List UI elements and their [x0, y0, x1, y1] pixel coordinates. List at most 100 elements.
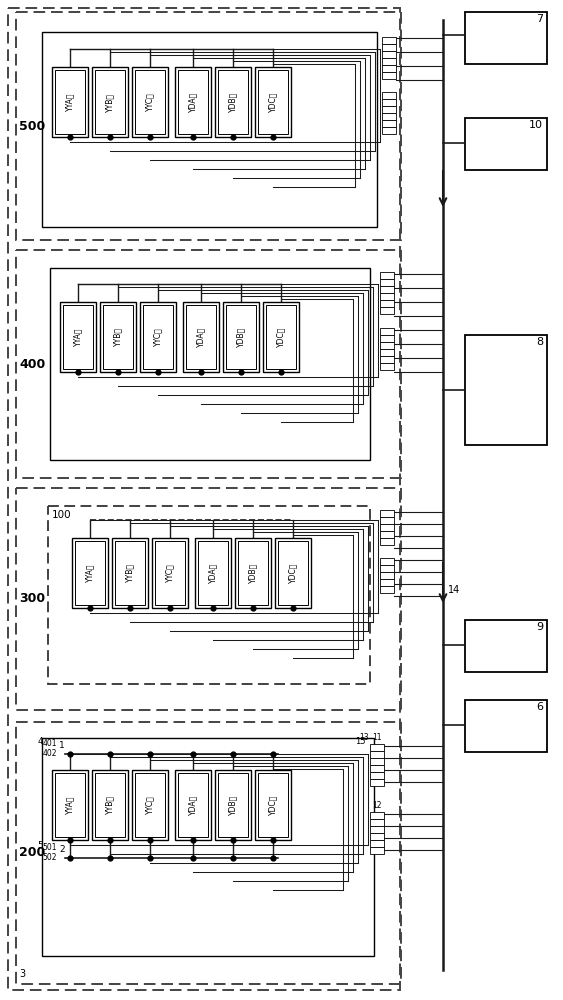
- Bar: [380, 531, 394, 538]
- Text: YDA相: YDA相: [189, 92, 198, 112]
- Bar: [380, 328, 394, 335]
- Bar: [465, 335, 547, 445]
- Bar: [42, 738, 374, 956]
- Bar: [380, 558, 394, 565]
- Text: 14: 14: [448, 585, 460, 595]
- Text: 300: 300: [19, 592, 45, 605]
- Text: 2: 2: [59, 845, 65, 854]
- Bar: [380, 300, 394, 307]
- Bar: [155, 541, 185, 605]
- Text: YYA相: YYA相: [65, 93, 74, 111]
- Text: YDC相: YDC相: [288, 563, 297, 583]
- Bar: [52, 770, 88, 840]
- Bar: [380, 335, 394, 342]
- Bar: [152, 538, 188, 608]
- Bar: [135, 773, 165, 837]
- Bar: [380, 579, 394, 586]
- Text: 200: 200: [19, 846, 45, 859]
- Bar: [380, 286, 394, 293]
- Bar: [16, 488, 401, 710]
- Bar: [55, 773, 85, 837]
- Text: 12: 12: [372, 801, 382, 810]
- Bar: [382, 113, 396, 120]
- Bar: [95, 70, 125, 134]
- Text: 100: 100: [52, 510, 72, 520]
- Bar: [380, 510, 394, 517]
- Bar: [382, 44, 396, 51]
- Text: YYC相: YYC相: [145, 796, 154, 814]
- Bar: [382, 92, 396, 99]
- Bar: [92, 770, 128, 840]
- Bar: [370, 812, 384, 819]
- Bar: [92, 67, 128, 137]
- Bar: [382, 37, 396, 44]
- Text: YYC相: YYC相: [145, 93, 154, 111]
- Bar: [226, 305, 256, 369]
- Text: 500: 500: [19, 119, 45, 132]
- Bar: [8, 8, 400, 990]
- Bar: [52, 67, 88, 137]
- Bar: [60, 302, 96, 372]
- Text: YDB相: YDB相: [229, 795, 238, 815]
- Bar: [380, 356, 394, 363]
- Bar: [370, 772, 384, 779]
- Text: YDB相: YDB相: [229, 92, 238, 112]
- Bar: [380, 517, 394, 524]
- Text: YYB相: YYB相: [114, 328, 123, 347]
- Bar: [16, 12, 401, 240]
- Bar: [370, 758, 384, 765]
- Text: YYA相: YYA相: [65, 796, 74, 814]
- Bar: [380, 524, 394, 531]
- Bar: [198, 541, 228, 605]
- Bar: [382, 72, 396, 79]
- Bar: [382, 51, 396, 58]
- Bar: [115, 541, 145, 605]
- Bar: [465, 700, 547, 752]
- Bar: [380, 307, 394, 314]
- Bar: [380, 279, 394, 286]
- Text: YDA相: YDA相: [189, 795, 198, 815]
- Bar: [140, 302, 176, 372]
- Bar: [382, 65, 396, 72]
- Bar: [215, 770, 251, 840]
- Bar: [465, 118, 547, 170]
- Bar: [143, 305, 173, 369]
- Bar: [103, 305, 133, 369]
- Bar: [370, 847, 384, 854]
- Bar: [100, 302, 136, 372]
- Text: 4: 4: [37, 738, 43, 746]
- Bar: [218, 70, 248, 134]
- Bar: [382, 106, 396, 113]
- Text: YDA相: YDA相: [208, 563, 217, 583]
- Bar: [55, 70, 85, 134]
- Text: 6: 6: [536, 702, 543, 712]
- Text: YYA相: YYA相: [74, 328, 83, 346]
- Bar: [380, 538, 394, 545]
- Text: YYC相: YYC相: [154, 328, 163, 346]
- Text: 9: 9: [536, 622, 543, 632]
- Bar: [382, 127, 396, 134]
- Text: YDB相: YDB相: [248, 563, 257, 583]
- Bar: [72, 538, 108, 608]
- Bar: [42, 32, 377, 227]
- Bar: [382, 58, 396, 65]
- Text: 400: 400: [19, 358, 45, 370]
- Bar: [183, 302, 219, 372]
- Bar: [255, 67, 291, 137]
- Text: YYB相: YYB相: [105, 93, 114, 111]
- Bar: [465, 620, 547, 672]
- Text: YDC相: YDC相: [269, 795, 278, 815]
- Bar: [223, 302, 259, 372]
- Bar: [370, 819, 384, 826]
- Bar: [370, 833, 384, 840]
- Bar: [238, 541, 268, 605]
- Text: 402: 402: [43, 749, 57, 758]
- Bar: [50, 268, 370, 460]
- Text: YYB相: YYB相: [105, 796, 114, 814]
- Bar: [380, 342, 394, 349]
- Text: 1: 1: [59, 741, 65, 750]
- Bar: [380, 293, 394, 300]
- Bar: [255, 770, 291, 840]
- Text: YDC相: YDC相: [276, 327, 285, 347]
- Text: YYA相: YYA相: [86, 564, 95, 582]
